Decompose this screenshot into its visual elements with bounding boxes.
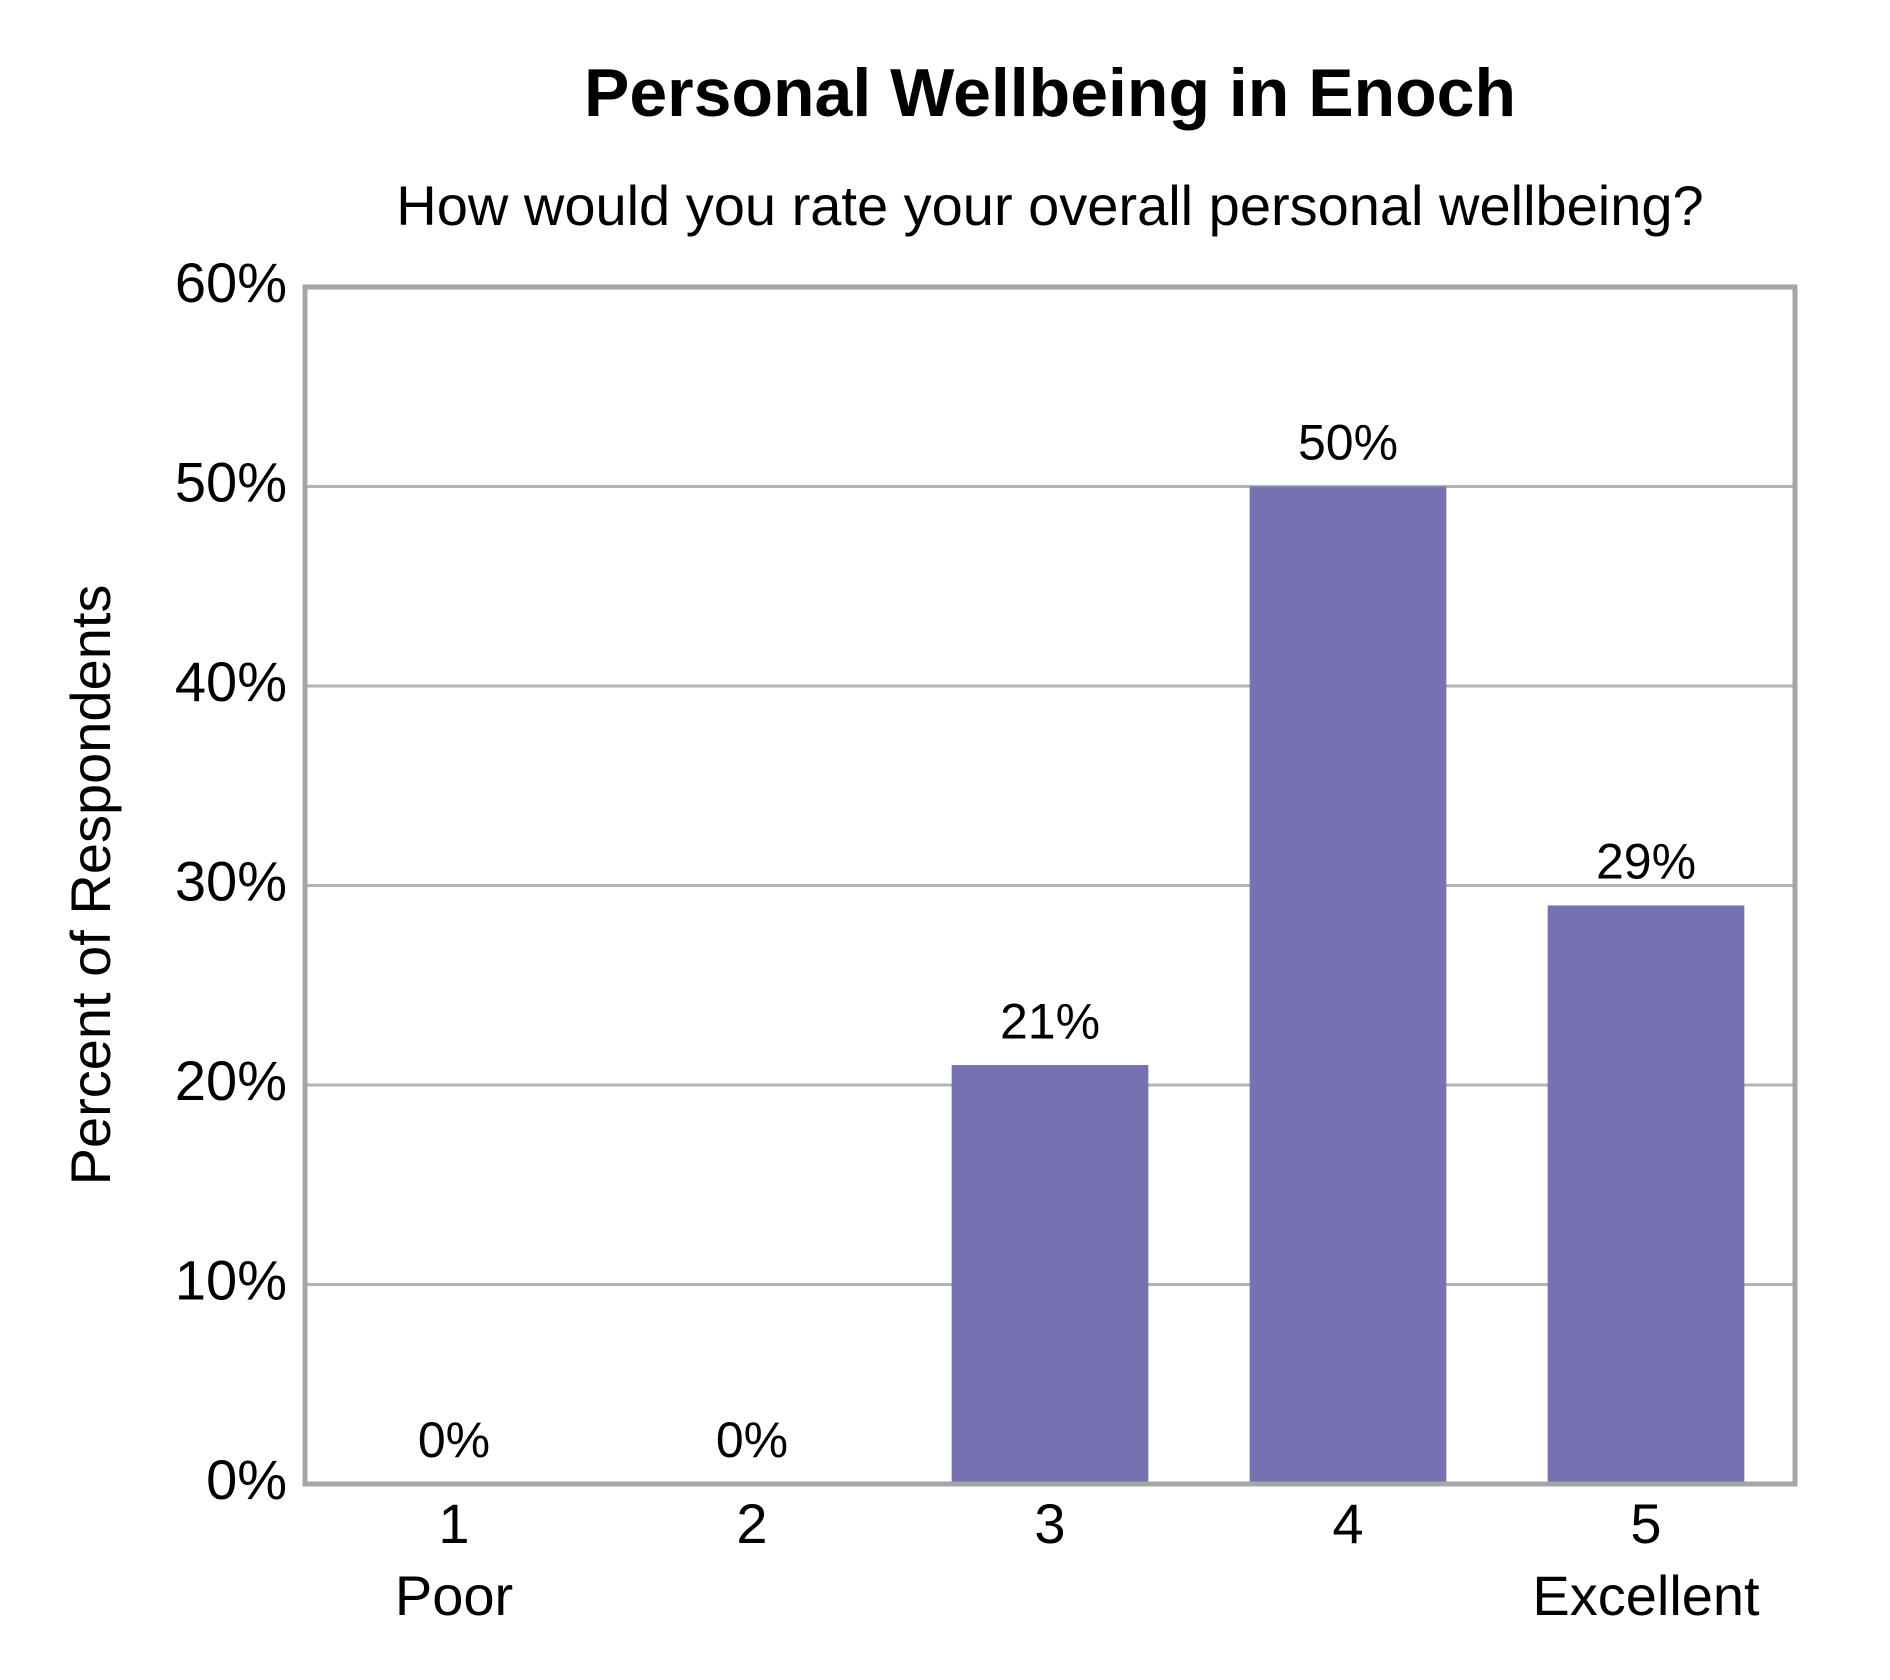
x-tick-label: 2 bbox=[736, 1492, 767, 1555]
x-tick-label: 1 bbox=[438, 1492, 469, 1555]
y-tick-label: 30% bbox=[175, 849, 287, 912]
value-label: 0% bbox=[418, 1412, 490, 1468]
x-tick-sublabel: Excellent bbox=[1532, 1564, 1760, 1627]
plot-frame bbox=[302, 284, 1798, 1487]
x-tick-sublabel: Poor bbox=[395, 1564, 513, 1627]
y-axis-label: Percent of Respondents bbox=[59, 585, 122, 1186]
value-label: 50% bbox=[1298, 415, 1398, 471]
bar bbox=[1547, 905, 1745, 1484]
x-tick-label: 5 bbox=[1630, 1492, 1661, 1555]
x-tick-label: 4 bbox=[1332, 1492, 1363, 1555]
bar bbox=[951, 1065, 1149, 1484]
value-label: 29% bbox=[1596, 834, 1696, 890]
chart-title: Personal Wellbeing in Enoch bbox=[584, 55, 1516, 131]
y-tick-label: 60% bbox=[175, 251, 287, 314]
y-tick-label: 10% bbox=[175, 1248, 287, 1311]
bar bbox=[1249, 486, 1447, 1484]
y-tick-label: 40% bbox=[175, 650, 287, 713]
chart-subtitle: How would you rate your overall personal… bbox=[396, 174, 1703, 237]
value-label: 0% bbox=[716, 1412, 788, 1468]
y-tick-label: 20% bbox=[175, 1049, 287, 1112]
y-tick-label: 0% bbox=[206, 1448, 287, 1511]
y-tick-label: 50% bbox=[175, 450, 287, 513]
x-tick-label: 3 bbox=[1034, 1492, 1065, 1555]
value-label: 21% bbox=[1000, 993, 1100, 1049]
